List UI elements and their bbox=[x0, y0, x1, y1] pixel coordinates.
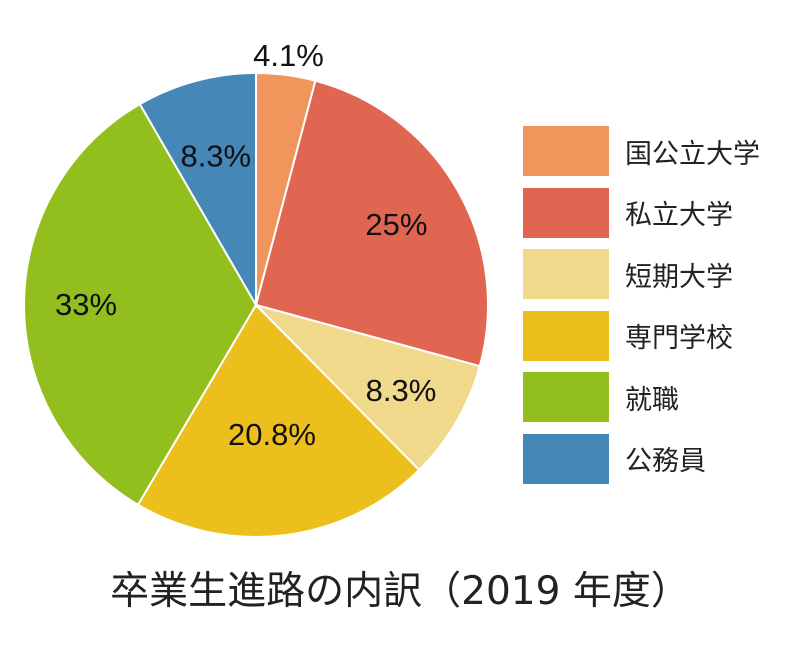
legend-item-kokkoritsu: 国公立大学 bbox=[523, 126, 760, 176]
legend-swatch bbox=[523, 249, 609, 300]
pie-slice bbox=[136, 303, 421, 538]
legend-item-komuin: 公務員 bbox=[523, 433, 760, 484]
slice-percent-label: 33% bbox=[55, 287, 117, 322]
pie-slice bbox=[23, 102, 258, 507]
legend-swatch bbox=[523, 310, 609, 361]
legend-swatch bbox=[523, 126, 609, 176]
slice-percent-label: 25% bbox=[365, 207, 427, 242]
legend-swatch bbox=[523, 187, 609, 238]
legend-item-shushoku: 就職 bbox=[523, 372, 760, 423]
legend-swatch bbox=[523, 433, 609, 484]
legend-item-tanki: 短期大学 bbox=[523, 249, 760, 300]
pie-slices bbox=[23, 71, 489, 538]
slice-percent-label: 4.1% bbox=[253, 38, 324, 73]
pie-slice bbox=[254, 79, 489, 368]
slice-percent-label: 8.3% bbox=[366, 373, 437, 408]
pie-labels: 4.1% 25% 8.3% 20.8% 33% 8.3% bbox=[55, 38, 436, 452]
legend-item-senmon: 専門学校 bbox=[523, 310, 760, 361]
legend-label: 短期大学 bbox=[625, 261, 733, 293]
legend-label: 専門学校 bbox=[625, 323, 733, 355]
legend-label: 公務員 bbox=[625, 446, 706, 478]
pie-slice bbox=[252, 303, 482, 472]
legend-item-shiritsu: 私立大学 bbox=[523, 187, 760, 238]
legend-swatch bbox=[523, 372, 609, 423]
legend-label: 国公立大学 bbox=[625, 138, 760, 170]
pie-slice bbox=[138, 71, 257, 309]
chart-title: 卒業生進路の内訳（2019 年度） bbox=[110, 569, 690, 614]
legend: 国公立大学 私立大学 短期大学 専門学校 就職 公務員 bbox=[523, 126, 760, 496]
legend-label: 就職 bbox=[625, 384, 679, 416]
legend-label: 私立大学 bbox=[625, 200, 733, 232]
slice-percent-label: 20.8% bbox=[228, 417, 316, 452]
slice-percent-label: 8.3% bbox=[180, 138, 251, 173]
